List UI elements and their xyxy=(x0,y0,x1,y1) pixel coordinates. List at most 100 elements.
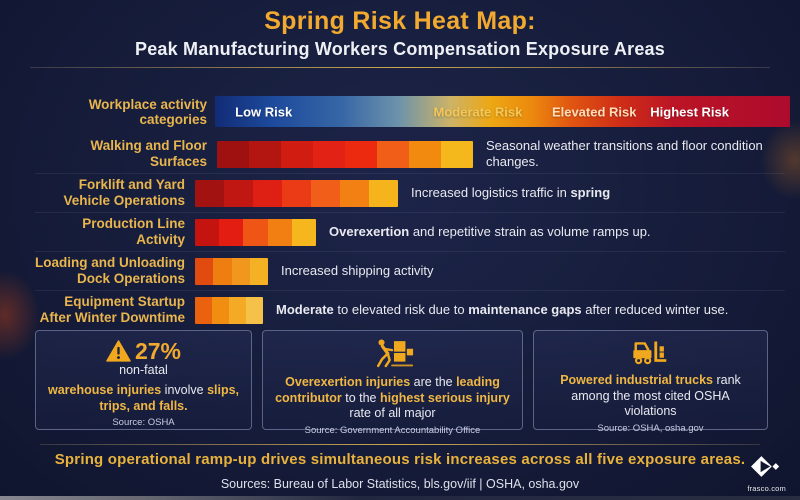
legend-level-highest-risk: Highest Risk xyxy=(650,104,730,119)
text-run: and repetitive strain as volume ramps up… xyxy=(409,223,651,239)
heat-segment xyxy=(281,140,313,168)
heat-segment xyxy=(219,218,244,246)
heat-segment xyxy=(195,218,220,246)
page-subtitle: Peak Manufacturing Workers Compensation … xyxy=(135,39,665,59)
card-top xyxy=(630,338,672,367)
footer-sources: Sources: Bureau of Labor Statistics, bls… xyxy=(220,477,580,491)
row-description: Overexertion and repetitive strain as vo… xyxy=(329,224,785,240)
text-run: slips, trips, and falls. xyxy=(99,383,240,413)
heat-bar xyxy=(195,218,316,246)
row-description: Increased logistics traffic in spring xyxy=(411,185,785,201)
risk-row: Equipment Startup After Winter Downtime M… xyxy=(35,291,785,329)
heat-segment xyxy=(340,179,369,207)
card-body: warehouse injuries involve slips, trips,… xyxy=(46,383,241,414)
text-run: rate of all major xyxy=(349,406,436,421)
card-top: 27% non-fatal xyxy=(106,338,181,377)
brand-logo: frasco.com xyxy=(747,455,786,493)
frasco-diamond-icon xyxy=(750,456,783,482)
card-top xyxy=(371,338,415,369)
row-label: Loading and Unloading Dock Operations xyxy=(35,255,185,286)
heat-segment xyxy=(217,140,249,168)
heat-segment xyxy=(249,257,268,285)
row-label: Walking and Floor Surfaces xyxy=(90,138,208,169)
heat-segment xyxy=(213,257,232,285)
page-title: Spring Risk Heat Map: xyxy=(264,7,536,35)
row-description: Moderate to elevated risk due to mainten… xyxy=(276,302,785,318)
text-run: highest serious injury xyxy=(380,390,510,405)
legend-level-elevated-risk: Elevated Risk xyxy=(551,104,637,119)
title-divider xyxy=(30,67,770,68)
text-run: Seasonal weather transitions and floor c… xyxy=(486,137,763,169)
text-run: Powered industrial trucks xyxy=(560,373,714,387)
forklift-icon xyxy=(630,338,672,367)
heat-segment xyxy=(377,140,409,168)
warning-triangle-icon xyxy=(106,340,131,363)
heat-bar xyxy=(217,140,473,168)
heat-segment xyxy=(224,179,253,207)
text-run: Increased logistics traffic in xyxy=(411,184,571,200)
footer-tagline: Spring operational ramp-up drives simult… xyxy=(54,451,746,468)
footer-divider xyxy=(40,444,760,445)
header: Spring Risk Heat Map: Peak Manufacturing… xyxy=(0,6,800,61)
stat-card: 27% non-fatal warehouse injuries involve s… xyxy=(35,330,252,430)
heat-bar xyxy=(195,257,268,285)
heat-segment xyxy=(253,179,282,207)
brand-url: frasco.com xyxy=(747,484,786,493)
heat-segment xyxy=(212,296,229,324)
text-run: rank among the most cited OSHA violation… xyxy=(571,373,741,419)
text-run: leading contributor xyxy=(275,375,500,405)
text-run: warehouse injuries xyxy=(47,383,162,397)
text-run: to elevated risk due to xyxy=(333,301,469,317)
text-run: Overexertion xyxy=(329,223,410,239)
heat-segment xyxy=(229,296,246,324)
worker-pushing-boxes-icon xyxy=(371,338,415,369)
row-label: Equipment Startup After Winter Downtime xyxy=(39,294,185,325)
stat-card: Powered industrial trucks rank among the… xyxy=(533,330,768,434)
legend-level-low-risk: Low Risk xyxy=(235,104,293,119)
risk-row: Walking and Floor Surfaces Seasonal weath… xyxy=(35,135,785,174)
text-run: involve xyxy=(161,383,208,397)
risk-row: Loading and Unloading Dock Operations Inc… xyxy=(35,252,785,291)
risk-row: Production Line Activity Overexertion and… xyxy=(35,213,785,252)
text-run: Overexertion injuries xyxy=(285,375,411,389)
legend-gradient-bar: Low Risk Moderate Risk Elevated Risk Highes… xyxy=(215,96,790,127)
card-source: Source: OSHA xyxy=(112,417,175,429)
text-run: are the xyxy=(410,375,457,389)
heat-segment xyxy=(311,179,340,207)
text-run: after reduced winter use. xyxy=(581,301,729,317)
heat-segment xyxy=(195,257,214,285)
decor-glow-left xyxy=(0,270,40,360)
heat-segment xyxy=(246,296,263,324)
stat-sublabel: non-fatal xyxy=(119,363,168,377)
heat-segment xyxy=(282,179,311,207)
heat-segment xyxy=(243,218,268,246)
risk-row: Forklift and Yard Vehicle Operations Incr… xyxy=(35,174,785,213)
stat-card: Overexertion injuries are the leading co… xyxy=(262,330,523,436)
text-run: maintenance gaps xyxy=(468,301,582,317)
stat-cards: 27% non-fatal warehouse injuries involve s… xyxy=(35,330,768,436)
legend-row: Workplace activity categories Low Risk Mo… xyxy=(35,96,790,127)
heat-segment xyxy=(249,140,281,168)
row-label: Production Line Activity xyxy=(82,216,185,247)
heat-segment xyxy=(195,296,212,324)
heat-segment xyxy=(291,218,316,246)
heat-segment xyxy=(369,179,398,207)
card-body: Powered industrial trucks rank among the… xyxy=(544,373,757,420)
heat-segment xyxy=(195,179,224,207)
row-description: Increased shipping activity xyxy=(281,263,785,279)
heat-segment xyxy=(267,218,292,246)
text-run: spring xyxy=(570,184,611,200)
stat-row: 27% xyxy=(106,338,181,365)
bottom-edge-decor xyxy=(0,496,800,500)
heat-bar xyxy=(195,296,263,324)
text-run: Increased shipping activity xyxy=(281,262,434,278)
card-body: Overexertion injuries are the leading co… xyxy=(273,375,512,422)
heat-segment xyxy=(441,140,473,168)
legend-level-moderate-risk: Moderate Risk xyxy=(433,104,523,119)
text-run: Moderate xyxy=(276,301,334,317)
heatmap-rows: Walking and Floor Surfaces Seasonal weath… xyxy=(35,135,785,329)
row-description: Seasonal weather transitions and floor c… xyxy=(486,138,785,171)
row-label: Forklift and Yard Vehicle Operations xyxy=(63,177,185,208)
heat-bar xyxy=(195,179,398,207)
